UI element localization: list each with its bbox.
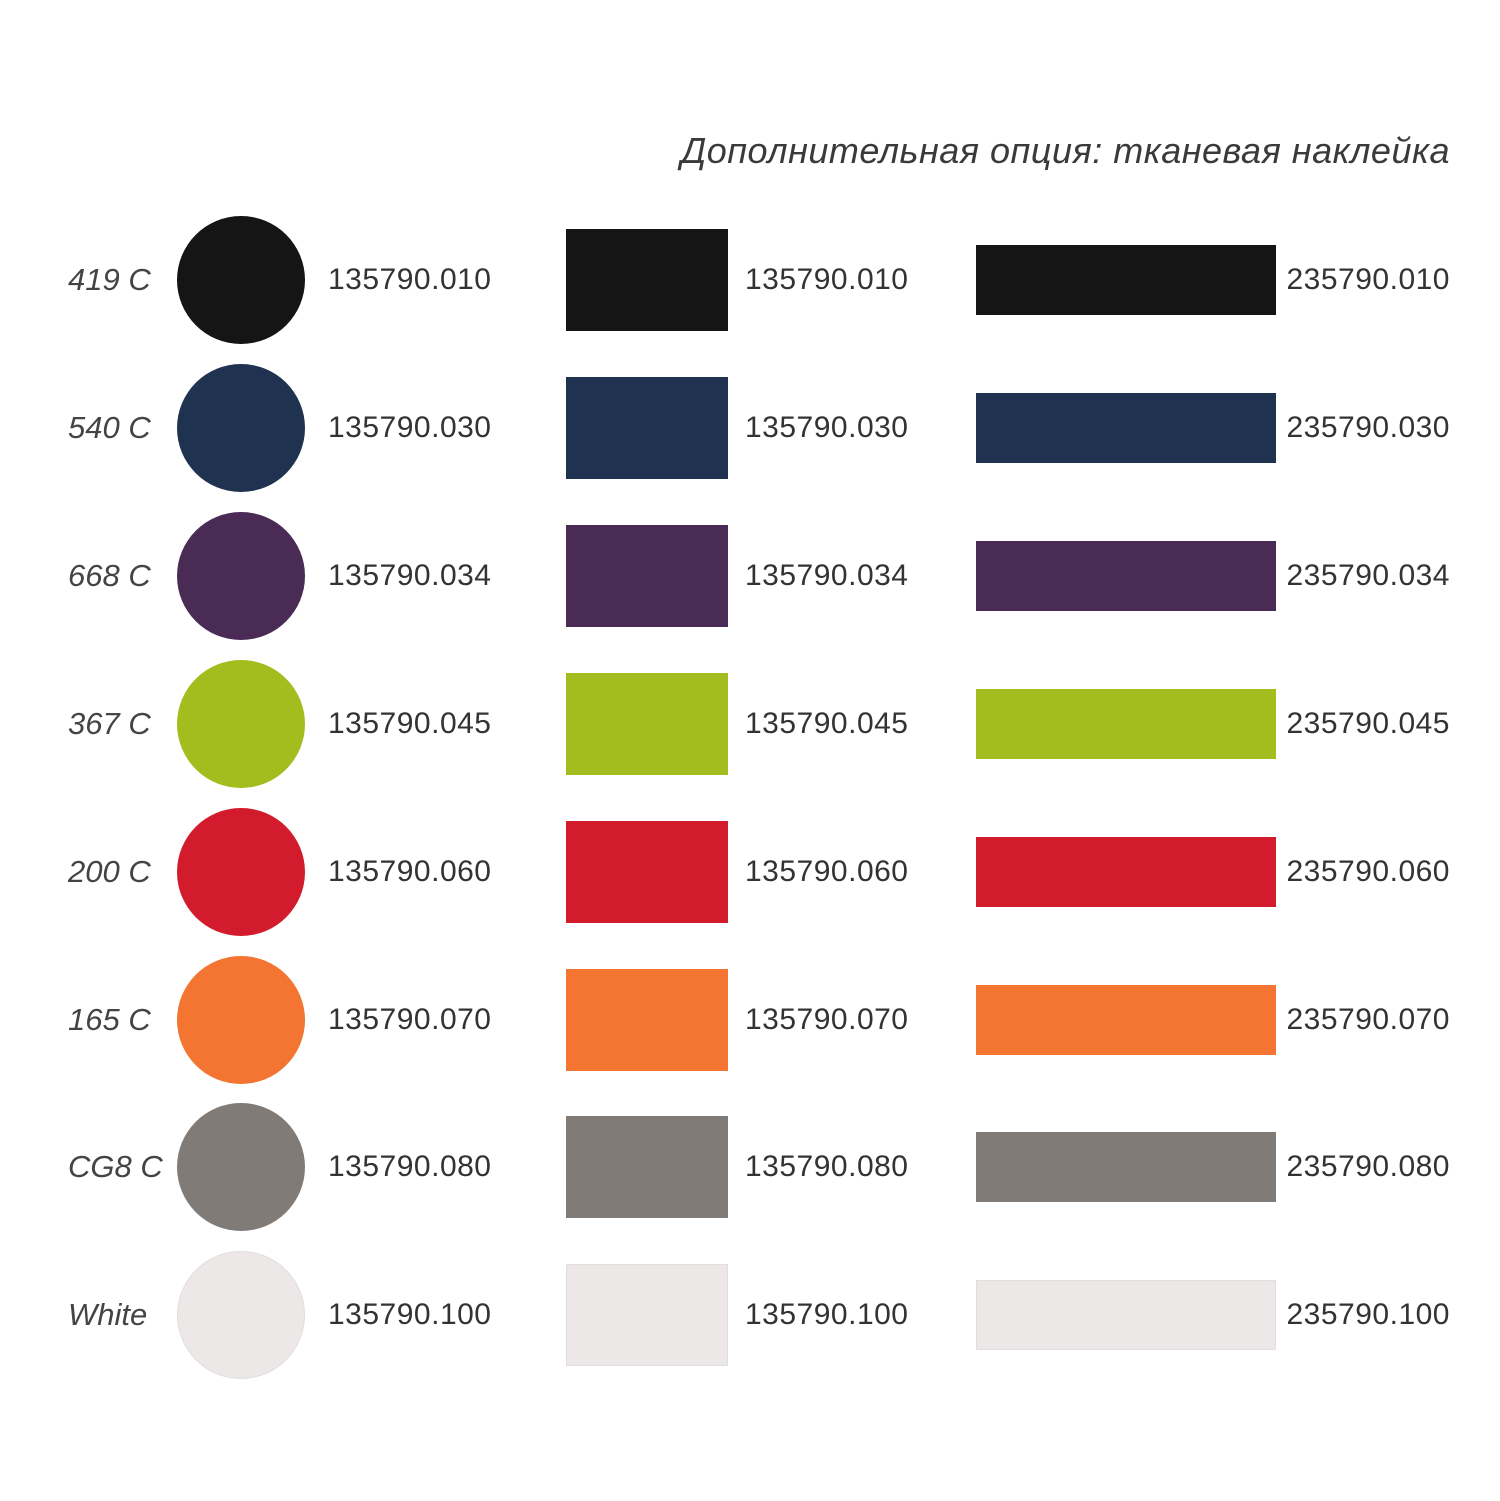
strip-swatch — [976, 1280, 1276, 1351]
strip-article-code: 235790.010 — [1286, 263, 1450, 296]
pantone-label: 200 C — [68, 853, 151, 889]
swatch-row: 200 C 135790.060 135790.060 235790.060 — [0, 797, 1500, 947]
swatch-row: 367 C 135790.045 135790.045 235790.045 — [0, 649, 1500, 799]
rectangle-swatch — [566, 1116, 728, 1219]
strip-article-code: 235790.080 — [1286, 1150, 1450, 1184]
swatch-row: CG8 C 135790.080 135790.080 235790.080 — [0, 1092, 1500, 1242]
strip-swatch — [976, 1132, 1276, 1203]
pantone-label: White — [68, 1297, 148, 1333]
rectangle-swatch — [566, 1264, 728, 1367]
strip-swatch — [976, 392, 1276, 463]
round-swatch — [177, 659, 305, 788]
strip-swatch — [976, 688, 1276, 759]
round-swatch — [177, 216, 305, 344]
pantone-label: 540 C — [68, 409, 151, 445]
rectangle-article-code: 135790.070 — [745, 1002, 909, 1036]
pantone-label: 668 C — [68, 557, 151, 593]
swatch-row: White 135790.100 135790.100 235790.100 — [0, 1240, 1500, 1390]
rectangle-swatch — [566, 376, 728, 479]
rectangle-swatch — [566, 524, 728, 627]
pantone-label: 367 C — [68, 705, 151, 741]
swatch-row: 165 C 135790.070 135790.070 235790.070 — [0, 945, 1500, 1095]
strip-swatch — [976, 836, 1276, 907]
round-swatch — [177, 1103, 305, 1232]
round-article-code: 135790.080 — [328, 1150, 492, 1184]
round-article-code: 135790.030 — [328, 410, 492, 444]
rectangle-article-code: 135790.100 — [745, 1298, 909, 1332]
round-swatch — [177, 363, 305, 492]
strip-swatch — [976, 540, 1276, 611]
strip-article-code: 235790.030 — [1286, 410, 1450, 444]
rectangle-swatch — [566, 672, 728, 775]
round-article-code: 135790.070 — [328, 1002, 492, 1036]
strip-article-code: 235790.060 — [1286, 854, 1450, 888]
rectangle-swatch — [566, 968, 728, 1071]
rectangle-article-code: 135790.060 — [745, 854, 909, 888]
rectangle-article-code: 135790.034 — [745, 558, 909, 592]
strip-article-code: 235790.045 — [1286, 706, 1450, 740]
strip-swatch — [976, 245, 1276, 315]
rectangle-article-code: 135790.010 — [745, 263, 909, 296]
rectangle-article-code: 135790.045 — [745, 706, 909, 740]
round-swatch — [177, 511, 305, 640]
swatch-row: 668 C 135790.034 135790.034 235790.034 — [0, 501, 1500, 651]
round-article-code: 135790.045 — [328, 706, 492, 740]
round-article-code: 135790.034 — [328, 558, 492, 592]
swatch-row: 419 C 135790.010 135790.010 235790.010 — [0, 205, 1500, 355]
round-swatch — [177, 807, 305, 936]
rectangle-swatch — [566, 229, 728, 331]
strip-swatch — [976, 984, 1276, 1055]
pantone-label: 419 C — [68, 262, 151, 297]
round-article-code: 135790.010 — [328, 263, 492, 296]
strip-article-code: 235790.034 — [1286, 558, 1450, 592]
page-title: Дополнительная опция: тканевая наклейка — [680, 130, 1450, 171]
rectangle-article-code: 135790.030 — [745, 410, 909, 444]
round-article-code: 135790.060 — [328, 854, 492, 888]
round-swatch — [177, 955, 305, 1084]
rectangle-swatch — [566, 820, 728, 923]
strip-article-code: 235790.070 — [1286, 1002, 1450, 1036]
pantone-label: 165 C — [68, 1001, 151, 1037]
pantone-label: CG8 C — [68, 1149, 163, 1185]
strip-article-code: 235790.100 — [1286, 1298, 1450, 1332]
round-article-code: 135790.100 — [328, 1298, 492, 1332]
round-swatch — [177, 1251, 305, 1380]
swatch-row: 540 C 135790.030 135790.030 235790.030 — [0, 353, 1500, 503]
rectangle-article-code: 135790.080 — [745, 1150, 909, 1184]
